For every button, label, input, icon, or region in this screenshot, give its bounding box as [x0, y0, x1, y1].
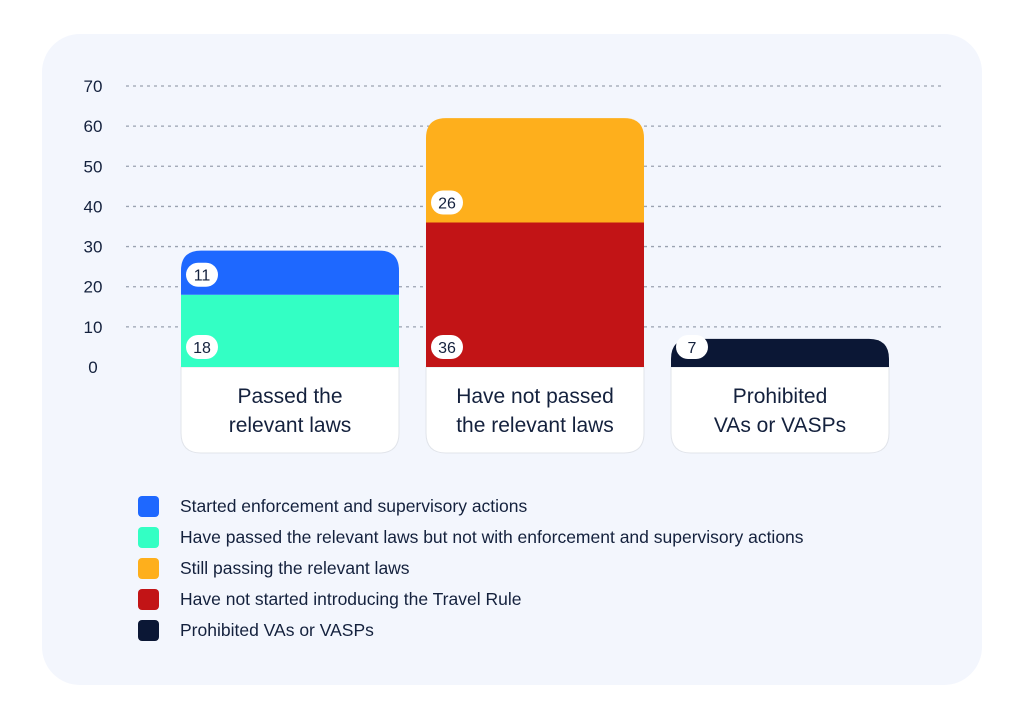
- value-label-pill: [186, 335, 218, 359]
- category-label: the relevant laws: [456, 414, 614, 437]
- category-label-box: [425, 366, 645, 454]
- y-tick-label: 70: [84, 77, 103, 96]
- category-label: Prohibited: [733, 385, 828, 408]
- bar-segment: [181, 250, 399, 295]
- category-label: VAs or VASPs: [714, 414, 846, 437]
- y-tick-label: 10: [84, 318, 103, 337]
- bar-segment: [426, 118, 644, 223]
- bar-segment: [671, 338, 889, 367]
- legend-label: Have passed the relevant laws but not wi…: [180, 527, 804, 547]
- legend-item: Have passed the relevant laws but not wi…: [138, 522, 804, 553]
- legend-item: Prohibited VAs or VASPs: [138, 615, 804, 646]
- y-tick-label: 40: [84, 197, 103, 216]
- value-label-pill: [676, 335, 708, 359]
- legend-label: Have not started introducing the Travel …: [180, 589, 522, 609]
- value-label-pill: [431, 335, 463, 359]
- category-label-box: [180, 366, 400, 454]
- category-label: Passed the: [237, 385, 342, 408]
- value-label-pill: [186, 262, 218, 287]
- legend-swatch: [138, 620, 159, 641]
- category-label: relevant laws: [229, 414, 352, 437]
- value-label: 26: [438, 195, 456, 212]
- legend-item: Still passing the relevant laws: [138, 553, 804, 584]
- legend-label: Started enforcement and supervisory acti…: [180, 496, 528, 516]
- value-label: 11: [194, 268, 211, 285]
- legend-swatch: [138, 527, 159, 548]
- y-tick-label: 60: [84, 117, 103, 136]
- value-label: 36: [438, 340, 456, 357]
- legend-swatch: [138, 496, 159, 517]
- category-label: Have not passed: [456, 385, 614, 408]
- chart-legend: Started enforcement and supervisory acti…: [138, 491, 804, 646]
- value-label: 7: [688, 340, 697, 357]
- legend-label: Still passing the relevant laws: [180, 558, 410, 578]
- y-tick-label: 20: [84, 278, 103, 297]
- legend-swatch: [138, 558, 159, 579]
- legend-swatch: [138, 589, 159, 610]
- legend-item: Started enforcement and supervisory acti…: [138, 491, 804, 522]
- legend-label: Prohibited VAs or VASPs: [180, 620, 374, 640]
- value-label-pill: [431, 190, 463, 215]
- bar-segment: [426, 222, 644, 367]
- y-tick-label: 0: [88, 358, 97, 377]
- y-tick-label: 30: [84, 238, 103, 257]
- bar-segment: [181, 294, 399, 367]
- value-label: 18: [193, 340, 211, 357]
- legend-item: Have not started introducing the Travel …: [138, 584, 804, 615]
- y-tick-label: 50: [84, 157, 103, 176]
- category-label-box: [670, 366, 890, 454]
